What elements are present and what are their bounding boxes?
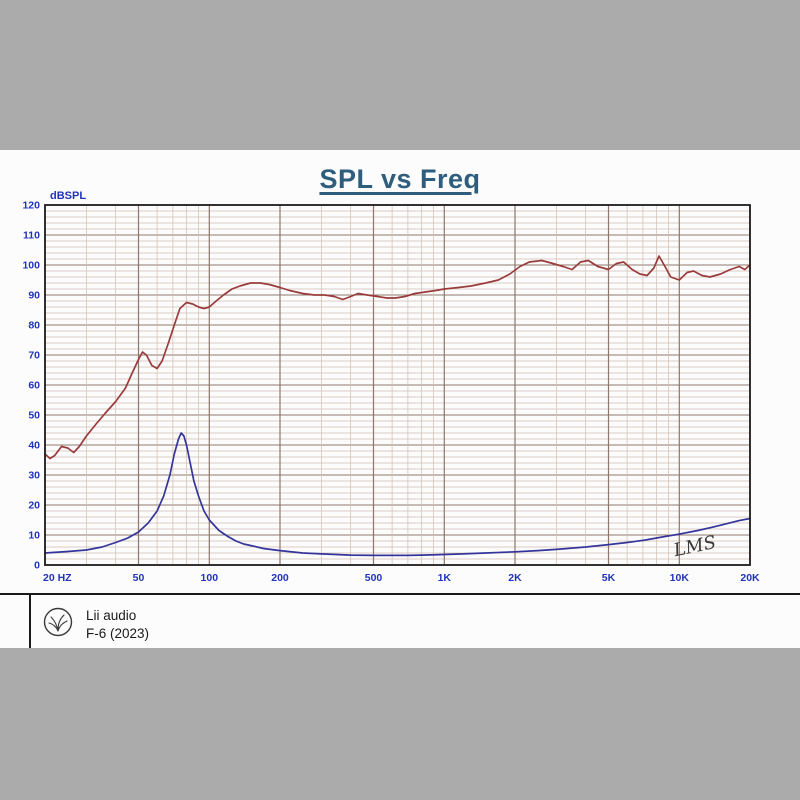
- svg-text:10K: 10K: [670, 572, 690, 584]
- svg-text:80: 80: [28, 320, 40, 332]
- svg-text:90: 90: [28, 290, 40, 302]
- svg-text:110: 110: [23, 230, 40, 242]
- svg-text:100: 100: [201, 572, 219, 584]
- brand-name: Lii audio: [86, 608, 137, 623]
- lii-audio-logo-icon: [42, 606, 74, 638]
- svg-text:30: 30: [28, 470, 40, 482]
- svg-text:100: 100: [22, 260, 40, 272]
- svg-text:1K: 1K: [438, 572, 452, 584]
- model-name: F-6 (2023): [86, 626, 150, 641]
- footer-vertical-divider: [29, 595, 31, 648]
- lms-signature: LMS: [671, 532, 718, 562]
- svg-text:5K: 5K: [602, 572, 616, 584]
- y-axis-unit-label: dBSPL: [50, 190, 87, 202]
- chart-title: SPL vs Freq: [319, 164, 481, 194]
- svg-text:500: 500: [365, 572, 383, 584]
- svg-text:40: 40: [28, 440, 40, 452]
- svg-text:10: 10: [28, 530, 40, 542]
- svg-text:20 HZ: 20 HZ: [43, 572, 72, 584]
- svg-text:200: 200: [271, 572, 289, 584]
- svg-text:2K: 2K: [508, 572, 522, 584]
- svg-text:50: 50: [133, 572, 145, 584]
- svg-text:70: 70: [28, 350, 40, 362]
- spl-chart-svg: 0 10 20 30 40 50 60 70 80 90 100 110 120 20 HZ 50 100 20…: [22, 200, 760, 585]
- svg-text:50: 50: [28, 410, 40, 422]
- chart-panel: SPL vs Freq dBSPL 0 10 20 30 40 50 60 70 80 90 100…: [0, 150, 800, 648]
- svg-text:20: 20: [28, 500, 40, 512]
- footer-divider: [0, 593, 800, 595]
- svg-text:20K: 20K: [740, 572, 760, 584]
- brand-block: Lii audio F-6 (2023): [86, 607, 149, 643]
- svg-text:0: 0: [34, 560, 40, 572]
- svg-text:120: 120: [22, 200, 40, 212]
- svg-text:60: 60: [28, 380, 40, 392]
